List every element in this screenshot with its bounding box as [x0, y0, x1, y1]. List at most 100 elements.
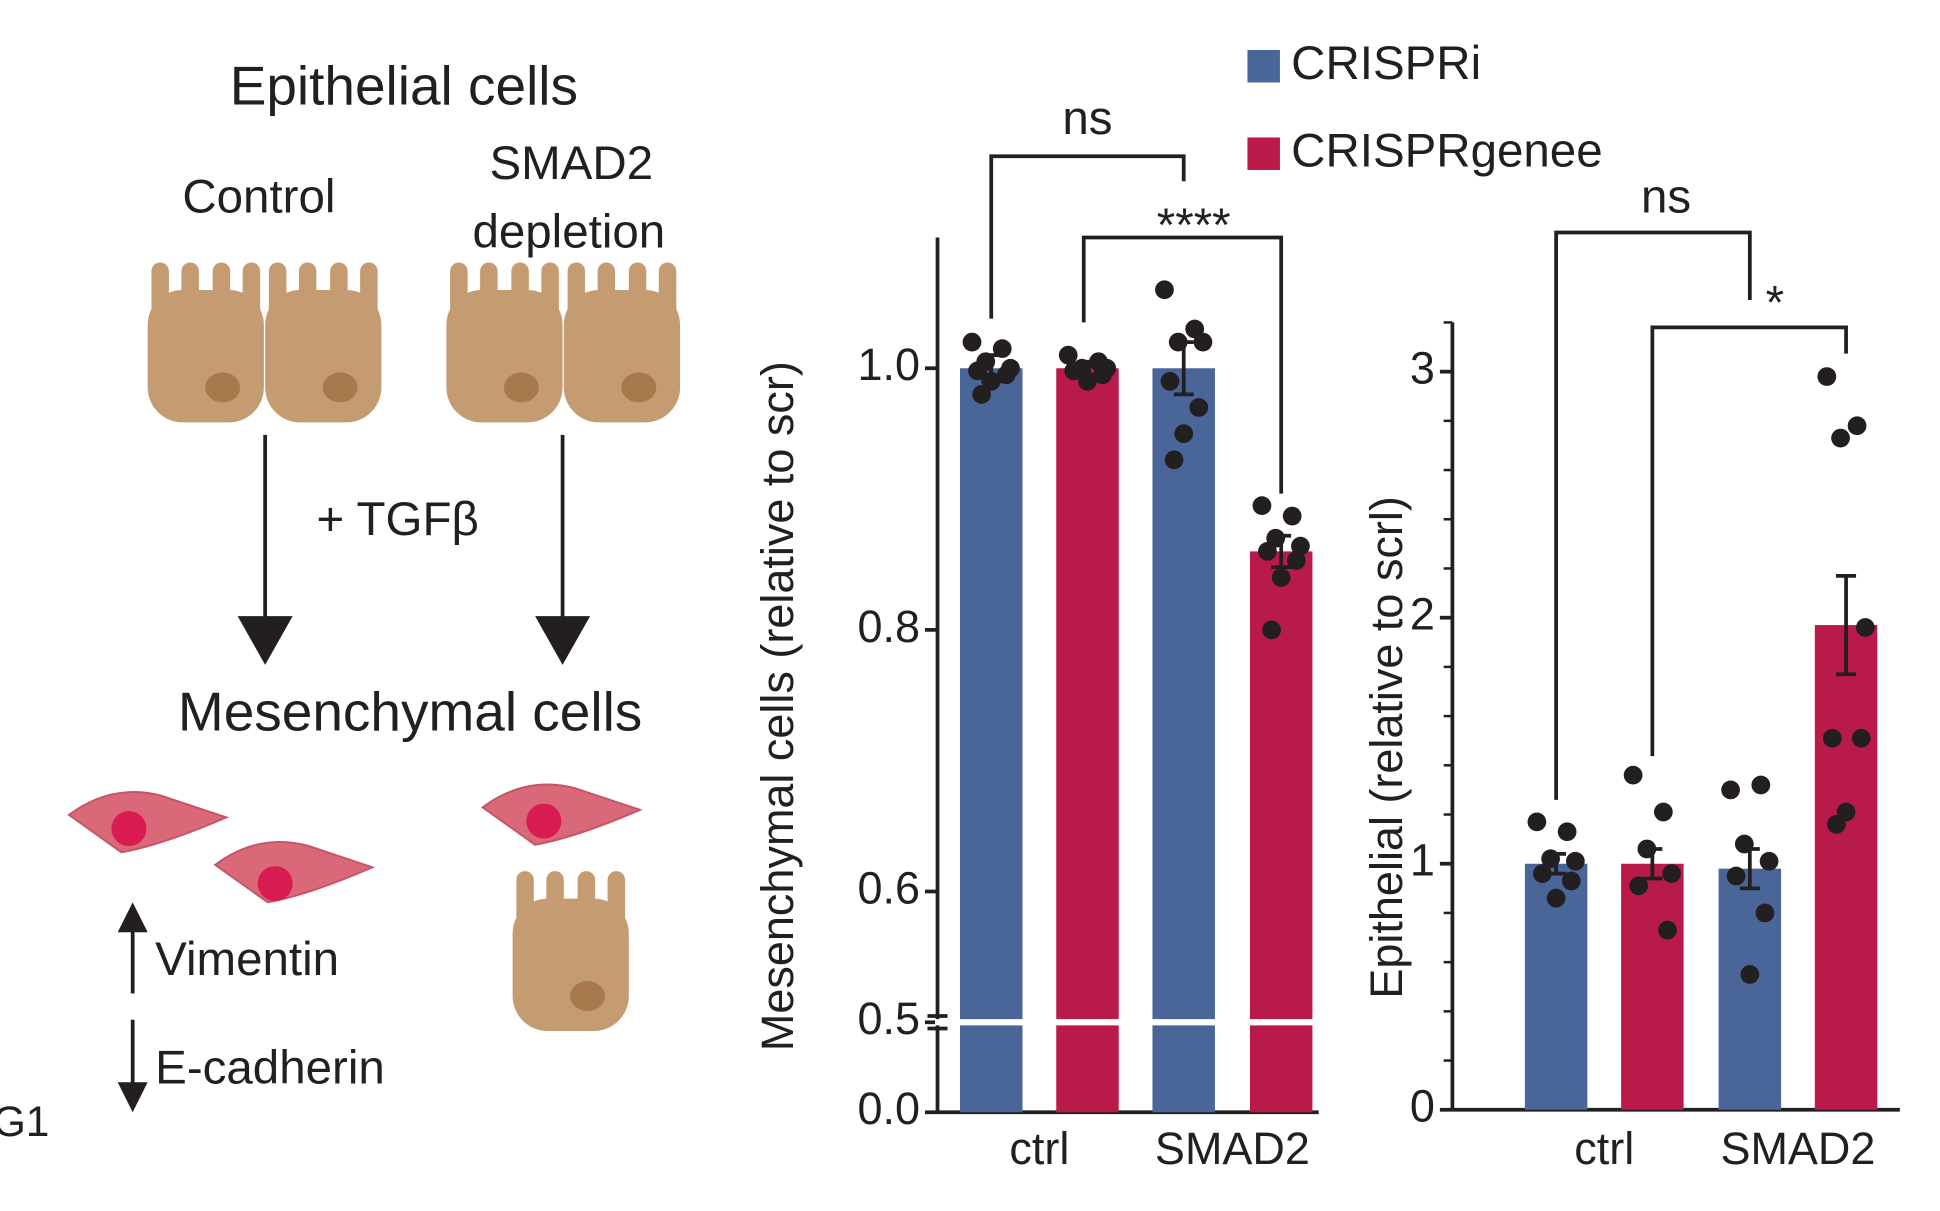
- treatment-label: + TGFβ: [316, 493, 478, 546]
- data-point: [1566, 851, 1585, 871]
- epithelial-cell: [265, 262, 382, 423]
- arrow-head: [117, 902, 148, 933]
- y-tick-label: 1: [1410, 835, 1435, 886]
- x-tick-label: SMAD2: [1720, 1123, 1875, 1174]
- x-tick-label: SMAD2: [1155, 1123, 1310, 1174]
- data-point: [1174, 424, 1194, 444]
- y-tick-label: 1.0: [857, 339, 920, 390]
- data-point: [1168, 332, 1188, 352]
- data-point: [1662, 864, 1681, 883]
- data-point: [1527, 812, 1547, 832]
- diagram-title: Epithelial cells: [230, 55, 578, 117]
- data-point: [1291, 536, 1310, 556]
- y-axis-label: Mesenchymal cells (relative to scr): [752, 361, 803, 1051]
- data-point: [1541, 849, 1561, 869]
- data-point: [1734, 834, 1754, 854]
- significance-bracket: [1081, 235, 1284, 494]
- depletion-label: depletion: [472, 205, 665, 258]
- bar: [960, 368, 1023, 1113]
- data-point: [1759, 851, 1779, 871]
- depletion-label: SMAD2: [490, 137, 654, 190]
- bar: [1718, 868, 1782, 1110]
- y-tick-label: 0.6: [857, 862, 920, 913]
- arrow-head: [535, 616, 591, 665]
- data-point: [1831, 428, 1850, 448]
- down-marker: E-cadherin: [155, 1042, 385, 1095]
- x-tick-label: ctrl: [1574, 1123, 1634, 1174]
- mesenchymal-cell: [67, 791, 228, 854]
- y-tick-label: 0.5: [857, 993, 920, 1044]
- error-bar: [1836, 573, 1857, 677]
- legend-label: CRISPRi: [1291, 37, 1481, 90]
- data-point: [1533, 864, 1552, 883]
- diagram: Epithelial cells Control SMAD2 depletion…: [0, 55, 681, 1146]
- mesenchymal-cell: [481, 783, 642, 846]
- data-point: [962, 332, 982, 352]
- significance-label: ns: [1641, 171, 1691, 224]
- result-title: Mesenchymal cells: [178, 681, 642, 743]
- legend-swatch: [1247, 49, 1280, 83]
- control-label: Control: [182, 171, 335, 224]
- nucleus: [111, 811, 147, 847]
- nucleus: [526, 803, 562, 839]
- data-point: [1193, 332, 1213, 352]
- significance-bracket: [1554, 230, 1752, 800]
- y-tick-label: 2: [1410, 589, 1435, 640]
- mesenchymal-cell: [214, 841, 374, 904]
- data-point: [1155, 280, 1174, 300]
- significance-label: ns: [1062, 92, 1112, 145]
- data-point: [1078, 371, 1097, 391]
- data-point: [996, 365, 1016, 385]
- bar: [1152, 368, 1215, 1113]
- data-point: [1817, 367, 1837, 386]
- data-point: [1258, 542, 1277, 561]
- data-point: [1189, 398, 1209, 417]
- legend-swatch: [1247, 137, 1280, 170]
- data-point: [1160, 371, 1180, 391]
- data-point: [1164, 450, 1184, 470]
- data-point: [981, 371, 1001, 391]
- y-axis-label: Epithelial (relative to scrl): [1361, 496, 1412, 999]
- data-point: [1751, 775, 1771, 795]
- y-tick-label: 0.8: [857, 601, 920, 652]
- bar: [1621, 863, 1684, 1110]
- axis-break-mark: [927, 1014, 948, 1031]
- y-tick-label: 0: [1410, 1081, 1435, 1132]
- data-point: [1658, 920, 1677, 940]
- up-marker: Vimentin: [155, 933, 339, 986]
- significance-bracket: [1650, 325, 1848, 757]
- data-point: [1561, 871, 1581, 891]
- data-point: [1855, 618, 1875, 637]
- nucleus: [257, 866, 293, 902]
- epithelial-cell: [563, 262, 681, 423]
- data-point: [1629, 876, 1648, 896]
- y-tick-label: 0.0: [857, 1083, 920, 1134]
- data-point: [1822, 728, 1842, 748]
- data-point: [1827, 814, 1846, 834]
- arrow-head: [237, 616, 293, 665]
- data-point: [1252, 496, 1272, 515]
- data-point: [1755, 903, 1775, 923]
- data-point: [1726, 866, 1746, 886]
- data-point: [1557, 822, 1577, 842]
- significance-bracket: [989, 154, 1186, 319]
- significance-label: *: [1766, 277, 1784, 330]
- data-point: [1546, 888, 1566, 908]
- data-point: [1093, 365, 1112, 385]
- data-point: [972, 385, 991, 404]
- data-point: [1262, 620, 1281, 640]
- data-point: [1064, 361, 1084, 381]
- data-point: [1637, 839, 1657, 859]
- epithelial-cell: [147, 262, 264, 423]
- panel-fragment: G1: [0, 1099, 49, 1146]
- epithelial-cell: [446, 262, 563, 423]
- data-point: [1847, 416, 1867, 436]
- data-point: [1271, 568, 1291, 587]
- y-tick-label: 3: [1410, 343, 1435, 394]
- bar: [1814, 625, 1878, 1110]
- data-point: [1740, 965, 1760, 984]
- bar: [1249, 551, 1313, 1113]
- data-point: [1286, 551, 1306, 570]
- data-point: [1623, 765, 1643, 785]
